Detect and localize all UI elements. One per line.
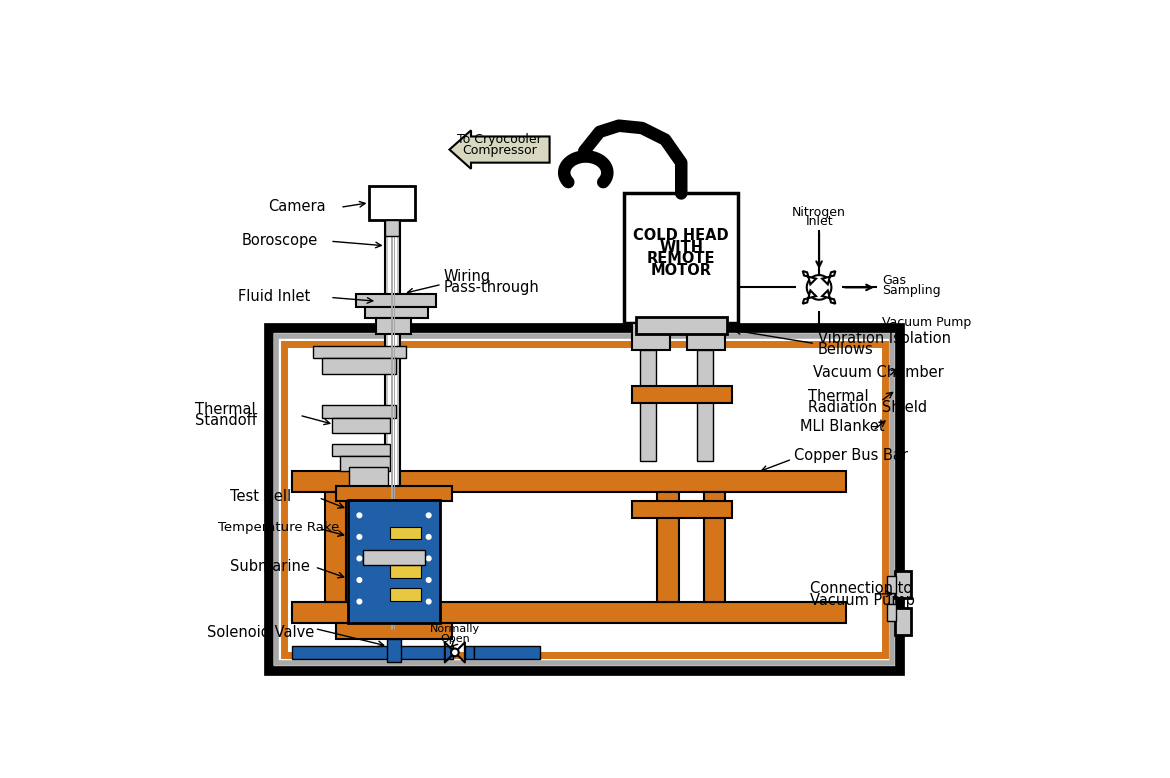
Bar — [314, 346, 406, 358]
Circle shape — [357, 599, 362, 604]
Bar — [347, 500, 440, 623]
Text: Wiring: Wiring — [443, 269, 490, 284]
Bar — [474, 647, 539, 658]
Bar — [895, 571, 911, 598]
Text: Standoff: Standoff — [195, 413, 257, 428]
Circle shape — [426, 556, 431, 561]
Text: Inlet: Inlet — [805, 216, 833, 229]
Bar — [365, 307, 428, 318]
Bar — [464, 647, 474, 658]
Text: WITH: WITH — [659, 240, 703, 255]
Bar — [284, 344, 885, 655]
Bar — [323, 405, 395, 418]
Text: MOTOR: MOTOR — [651, 263, 711, 278]
Text: COLD HEAD: COLD HEAD — [633, 228, 729, 244]
Circle shape — [450, 649, 459, 656]
Circle shape — [426, 578, 431, 582]
Polygon shape — [803, 290, 815, 303]
Text: Fluid Inlet: Fluid Inlet — [238, 289, 310, 304]
Bar — [390, 588, 421, 601]
Bar — [385, 212, 400, 633]
Text: Vacuum Chamber: Vacuum Chamber — [813, 365, 944, 380]
Bar — [697, 350, 713, 461]
Bar — [632, 502, 732, 518]
Bar — [363, 550, 425, 566]
Bar — [703, 492, 725, 601]
Text: Thermal: Thermal — [195, 401, 256, 416]
Bar — [887, 576, 896, 593]
Text: Sampling: Sampling — [882, 284, 941, 297]
Bar — [269, 328, 900, 671]
Bar — [625, 194, 738, 323]
Bar — [390, 566, 421, 578]
Bar — [388, 214, 397, 631]
Text: Thermal: Thermal — [807, 389, 868, 405]
Text: Temperature Rake: Temperature Rake — [219, 521, 339, 534]
Bar — [635, 317, 727, 334]
Text: Compressor: Compressor — [462, 144, 537, 157]
Polygon shape — [823, 271, 835, 284]
Circle shape — [357, 556, 362, 561]
Circle shape — [357, 578, 362, 582]
Bar — [291, 471, 846, 492]
Circle shape — [426, 513, 431, 517]
Bar — [291, 601, 846, 623]
Text: Vacuum Pump: Vacuum Pump — [810, 593, 915, 608]
Bar — [390, 527, 421, 539]
Circle shape — [357, 534, 362, 539]
Bar — [632, 386, 732, 403]
Text: Bellows: Bellows — [818, 342, 873, 357]
Text: Camera: Camera — [269, 199, 326, 214]
Bar — [323, 358, 395, 373]
Bar — [332, 443, 390, 456]
Text: To Cryocooler: To Cryocooler — [457, 133, 542, 146]
Text: Normally: Normally — [429, 624, 480, 634]
Text: Open: Open — [440, 633, 469, 643]
Polygon shape — [803, 271, 815, 284]
Text: MLI Blanket: MLI Blanket — [800, 419, 885, 433]
Bar — [294, 353, 875, 647]
Text: Connection to: Connection to — [810, 581, 913, 596]
Bar — [387, 639, 401, 661]
Bar — [377, 318, 411, 334]
Bar — [887, 604, 896, 621]
Circle shape — [807, 275, 832, 300]
Text: Vacuum Pump: Vacuum Pump — [882, 317, 971, 329]
Bar — [336, 623, 452, 639]
Text: Nitrogen: Nitrogen — [792, 206, 846, 219]
Bar — [276, 336, 893, 663]
Bar — [291, 647, 453, 658]
Bar — [340, 456, 390, 471]
Circle shape — [426, 534, 431, 539]
Text: Gas: Gas — [882, 274, 907, 287]
Text: Submarine: Submarine — [230, 559, 310, 573]
Bar — [895, 608, 911, 635]
Text: Test Cell: Test Cell — [230, 489, 291, 504]
Text: REMOTE: REMOTE — [647, 251, 716, 266]
Bar — [356, 293, 436, 307]
Bar — [385, 220, 399, 236]
Bar — [350, 467, 388, 494]
Text: Copper Bus Bar: Copper Bus Bar — [794, 448, 908, 463]
Text: Vibration Isolation: Vibration Isolation — [818, 331, 950, 345]
Text: Pass-through: Pass-through — [443, 280, 539, 295]
Text: Radiation Shield: Radiation Shield — [807, 400, 927, 415]
Bar — [658, 492, 679, 601]
Bar — [640, 350, 656, 461]
Bar — [332, 418, 390, 433]
Text: Solenoid Valve: Solenoid Valve — [207, 625, 315, 640]
Bar — [325, 492, 346, 601]
Bar — [687, 323, 725, 350]
Polygon shape — [823, 290, 835, 303]
Text: Boroscope: Boroscope — [241, 233, 318, 248]
Bar — [632, 323, 670, 350]
Polygon shape — [449, 131, 550, 169]
Bar — [369, 186, 415, 220]
Circle shape — [426, 599, 431, 604]
Bar — [316, 492, 821, 601]
Bar — [336, 486, 452, 502]
Circle shape — [357, 513, 362, 517]
